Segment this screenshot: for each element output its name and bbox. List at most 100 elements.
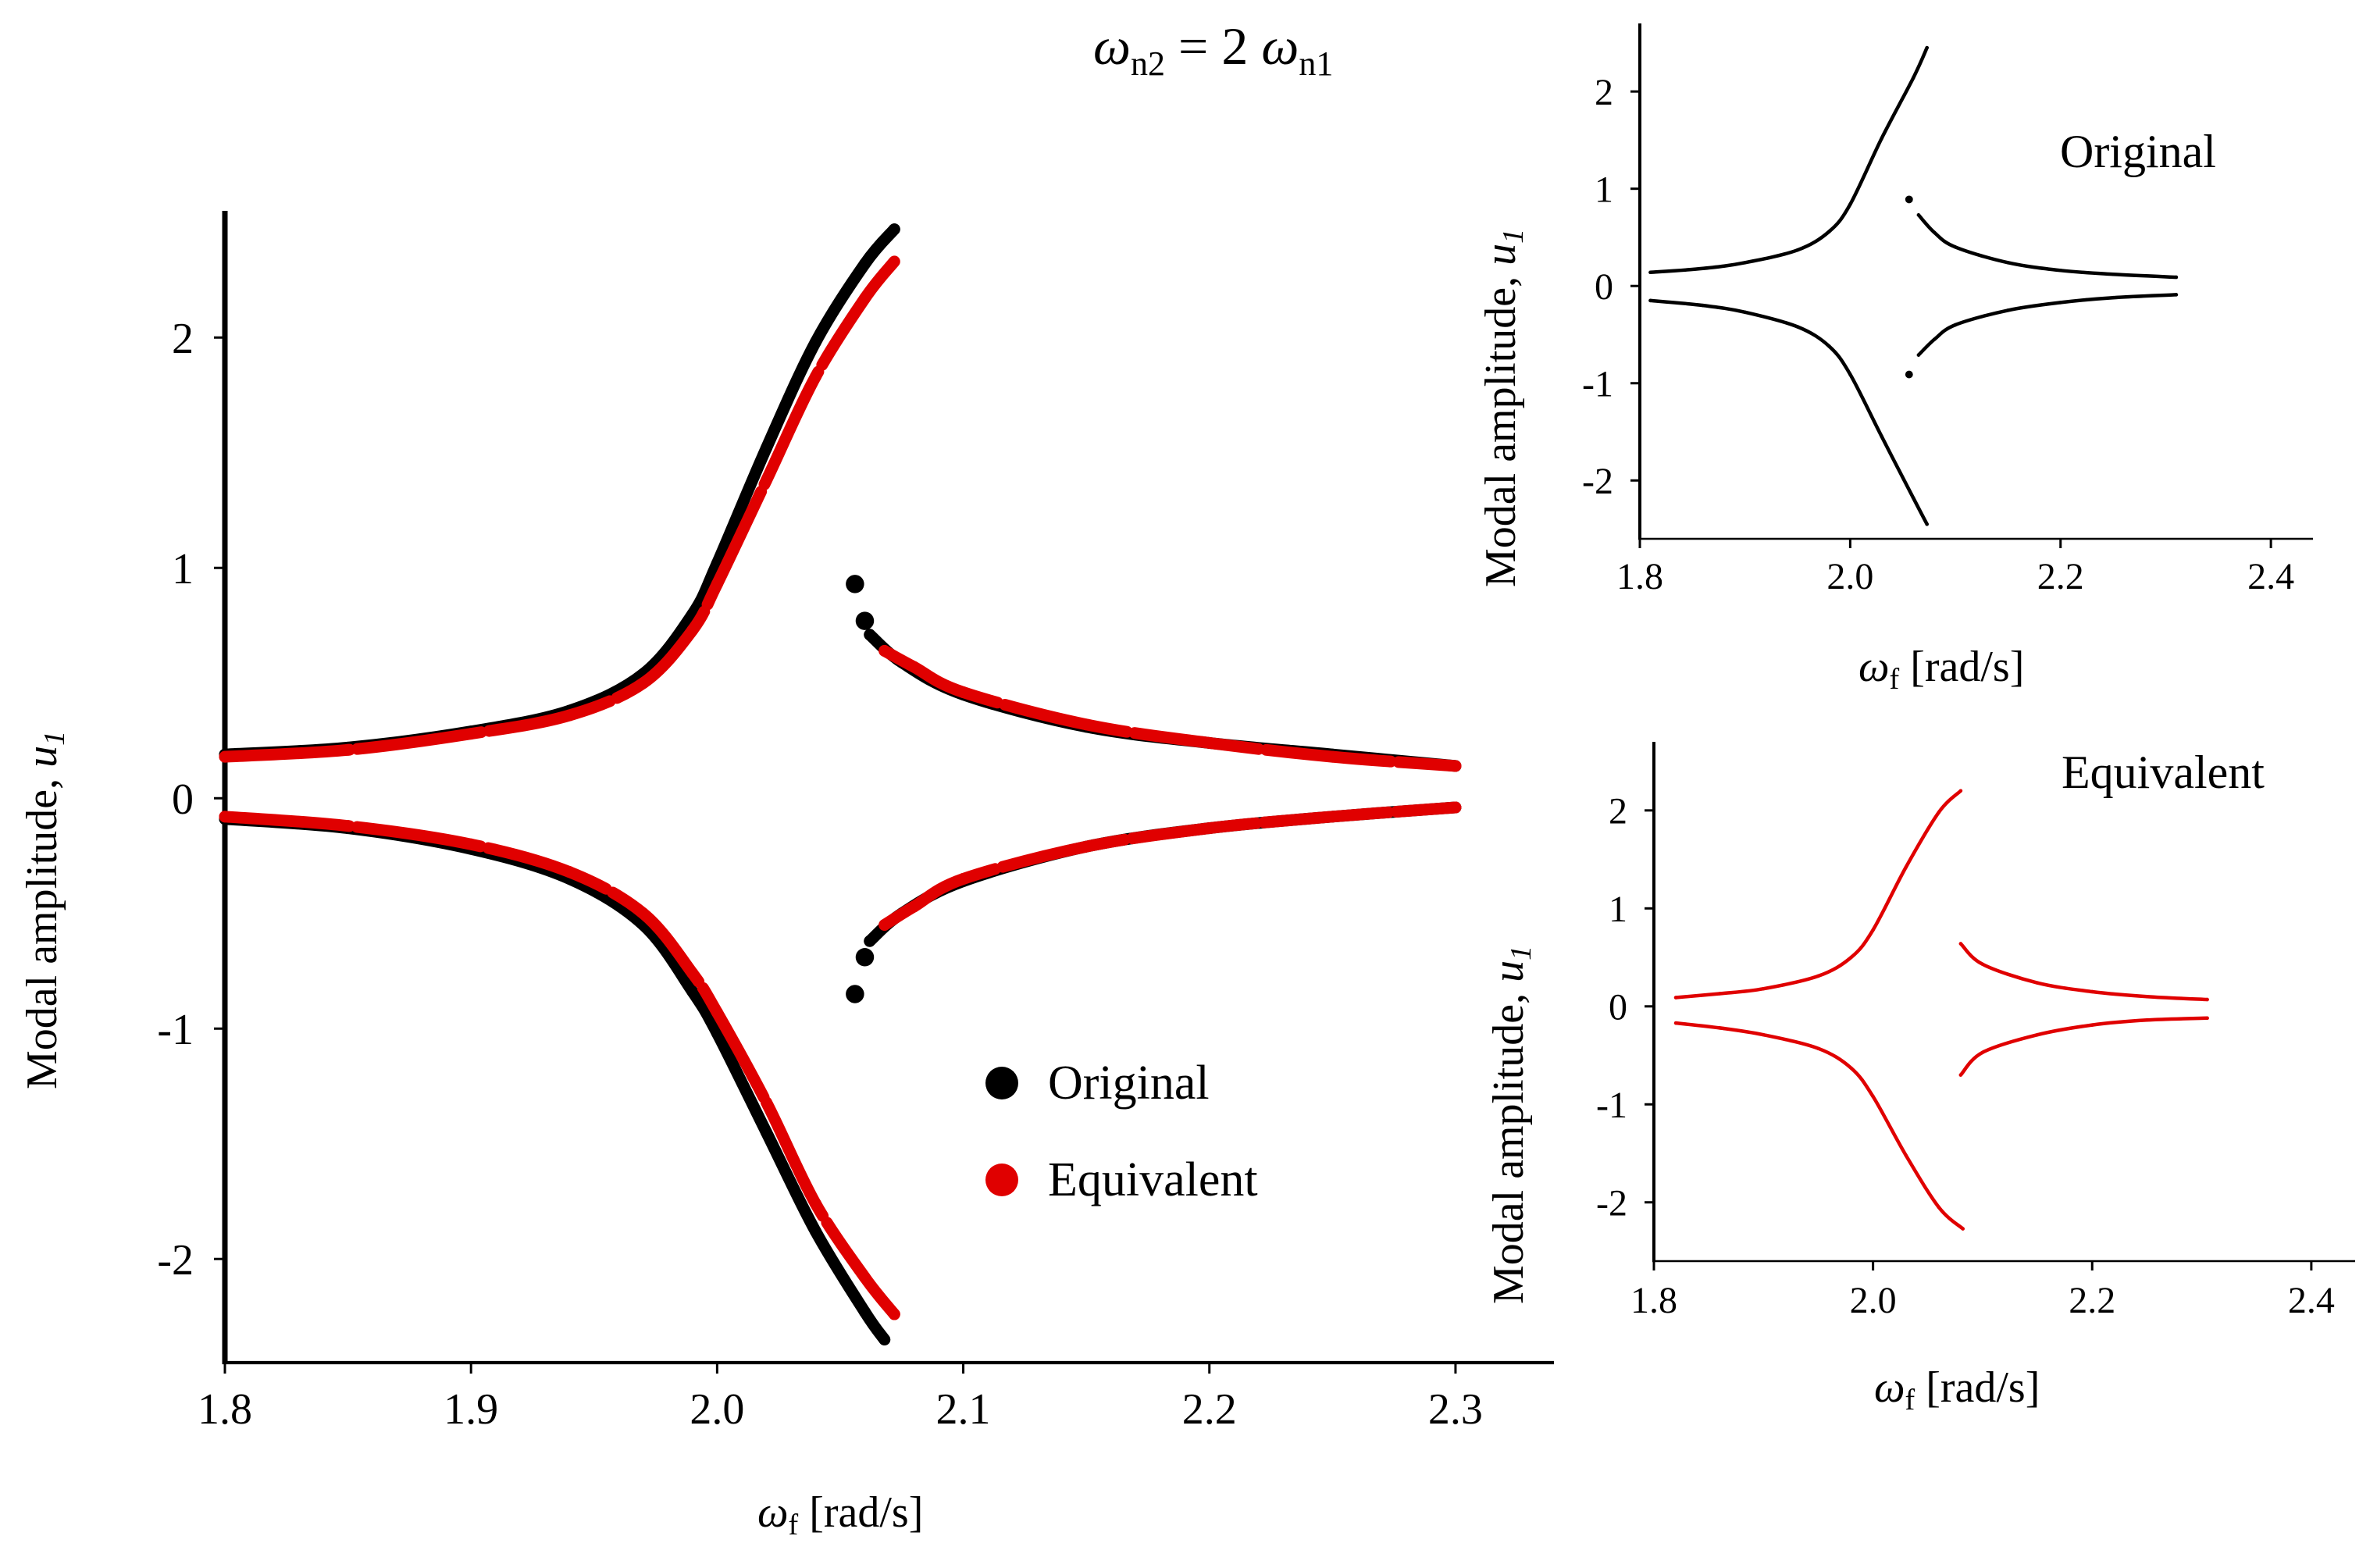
inset-original-point-original <box>1880 434 1884 439</box>
inset-original-x-axis-title: ωf [rad/s] <box>1858 643 2025 696</box>
main-point-equivalent <box>878 644 891 657</box>
inset-equivalent-point-equivalent <box>1849 1066 1853 1071</box>
inset-original-point-original <box>1827 230 1831 233</box>
inset-equivalent-point-equivalent <box>1904 1153 1908 1157</box>
main-point-equivalent <box>219 811 231 823</box>
inset-original-point-original <box>2058 301 2062 305</box>
legend-item-original: Original <box>985 1035 1258 1131</box>
main-point-equivalent <box>1449 801 1462 814</box>
main-point-equivalent <box>888 1308 900 1320</box>
inset-equivalent-title: Equivalent <box>2062 747 2265 798</box>
inset-original-y-tick-label: 2 <box>1595 72 1613 113</box>
inset-original-point-original <box>1953 245 1958 249</box>
main-y-tick-label: 1 <box>172 545 194 593</box>
inset-equivalent-point-equivalent <box>1961 1227 1965 1231</box>
main-point-equivalent <box>809 1197 821 1210</box>
main-x-axis-title: ωf [rad/s] <box>757 1488 924 1541</box>
inset-original-title: Original <box>2060 126 2216 177</box>
inset-equivalent-point-equivalent <box>1762 986 1766 991</box>
main-point-equivalent <box>342 820 355 832</box>
main-x-tick-label: 1.8 <box>198 1385 252 1434</box>
figure-heading: ωn2 = 2 ωn1 <box>1093 16 1334 83</box>
inset-original-y-tick-label: -1 <box>1582 364 1613 405</box>
main-point-equivalent <box>908 900 921 913</box>
main-point-original <box>846 575 864 593</box>
inset-original-point-original <box>1648 270 1652 275</box>
inset-original-point-original <box>1932 230 1937 234</box>
inset-original-point-original <box>1880 136 1884 141</box>
main-point-equivalent <box>908 661 921 673</box>
inset-equivalent-point-equivalent <box>1871 928 1875 932</box>
legend: Original Equivalent <box>985 1035 1258 1228</box>
inset-original-point-original <box>1795 248 1800 252</box>
main-point-equivalent <box>957 686 970 699</box>
inset-equivalent-point-equivalent <box>2035 981 2040 985</box>
inset-equivalent-point-equivalent <box>2090 989 2094 994</box>
main-point-original <box>864 935 876 947</box>
inset-equivalent-x-tick-label: 2.4 <box>2288 1280 2335 1321</box>
inset-original-point-original <box>2006 261 2010 265</box>
main-point-equivalent <box>1080 840 1092 853</box>
main-point-original <box>878 1334 891 1345</box>
inset-original-point-original <box>2006 308 2010 312</box>
main-point-equivalent <box>219 750 231 763</box>
main-point-equivalent <box>686 967 699 979</box>
inset-original-point-original <box>1911 496 1915 500</box>
inset-equivalent-x-tick-label: 2.2 <box>2069 1280 2115 1321</box>
inset-equivalent-point-equivalent <box>1871 1094 1875 1099</box>
inset-equivalent-point-equivalent <box>1673 1021 1678 1025</box>
main-y-tick-label: -1 <box>157 1006 194 1054</box>
legend-item-equivalent: Equivalent <box>985 1131 1258 1228</box>
main-point-original <box>846 985 864 1003</box>
inset-equivalent-point-equivalent <box>1958 789 1963 793</box>
inset-equivalent-point-equivalent <box>1762 1032 1766 1037</box>
inset-equivalent-point-equivalent <box>1673 996 1678 1000</box>
inset-original-point-original <box>1743 261 1747 265</box>
main-point-original <box>809 1225 821 1238</box>
main-point-original <box>809 336 821 348</box>
inset-original-point-original <box>2111 273 2115 276</box>
inset-original-point-original <box>1925 522 1929 526</box>
inset-equivalent-y-tick-label: 0 <box>1609 987 1627 1028</box>
main-point-equivalent <box>686 624 699 636</box>
inset-equivalent-series-equivalent-lower-left <box>1673 1021 1965 1231</box>
legend-marker-equivalent <box>985 1164 1018 1196</box>
main-point-equivalent <box>1203 736 1216 749</box>
main-y-tick-label: 2 <box>172 315 194 363</box>
inset-equivalent-point-equivalent <box>2145 994 2149 999</box>
inset-original-point-original <box>1905 195 1913 204</box>
inset-original-x-tick-label: 2.2 <box>2037 556 2084 597</box>
inset-equivalent-x-tick-label: 2.0 <box>1850 1280 1897 1321</box>
main-point-equivalent <box>711 1007 723 1019</box>
inset-equivalent-point-equivalent <box>1958 942 1963 946</box>
inset-equivalent-y-tick-label: -2 <box>1596 1183 1627 1224</box>
main-point-equivalent <box>858 292 871 305</box>
main-point-original <box>864 629 876 641</box>
inset-equivalent-point-equivalent <box>2035 1032 2040 1037</box>
main-x-tick-label: 2.0 <box>690 1385 744 1434</box>
inset-original-point-original <box>1827 344 1831 348</box>
main-point-equivalent <box>1080 718 1092 731</box>
main-point-equivalent <box>465 838 477 850</box>
inset-equivalent-point-equivalent <box>1717 992 1722 996</box>
main-point-original <box>760 1126 772 1139</box>
main-point-equivalent <box>858 1271 871 1284</box>
main-y-tick-label: -2 <box>157 1236 194 1285</box>
inset-original-point-original <box>1932 337 1937 341</box>
inset-equivalent-point-equivalent <box>1816 974 1820 978</box>
main-point-equivalent <box>760 474 772 486</box>
inset-equivalent-series-equivalent-lower-right <box>1958 1016 2209 1077</box>
inset-equivalent-point-equivalent <box>1980 1050 1985 1054</box>
main-point-equivalent <box>563 709 576 722</box>
main-point-equivalent <box>1449 760 1462 772</box>
inset-equivalent-series-equivalent-upper-left <box>1673 789 1963 1000</box>
inset-equivalent-y-tick-label: -1 <box>1596 1085 1627 1126</box>
main-point-original <box>858 258 871 270</box>
main-x-tick-label: 1.9 <box>444 1385 498 1434</box>
inset-original-point-original <box>1925 45 1929 50</box>
inset-original-point-original <box>2174 293 2179 297</box>
inset-equivalent-point-equivalent <box>2205 997 2209 1002</box>
